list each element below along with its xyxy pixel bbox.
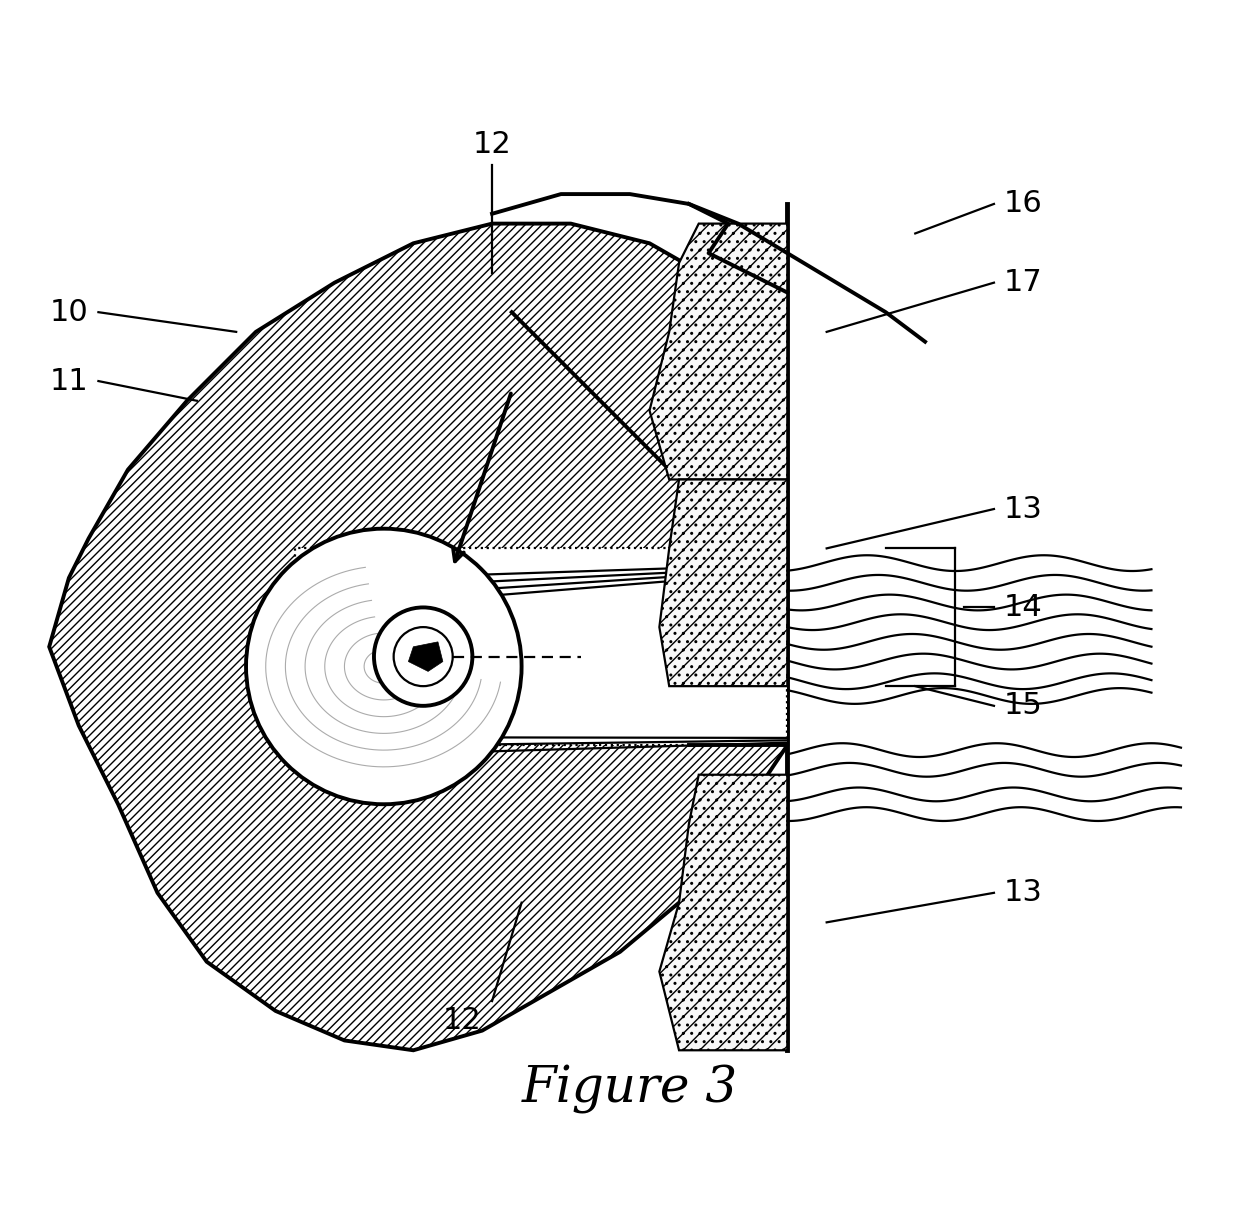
Polygon shape xyxy=(50,224,787,1051)
Text: 12: 12 xyxy=(472,130,511,159)
Polygon shape xyxy=(660,480,787,686)
Polygon shape xyxy=(650,224,787,480)
Circle shape xyxy=(374,607,472,706)
Text: 13: 13 xyxy=(1004,494,1043,523)
Text: 15: 15 xyxy=(1004,692,1043,721)
Polygon shape xyxy=(408,642,443,671)
Text: Figure 3: Figure 3 xyxy=(522,1065,738,1115)
Text: 17: 17 xyxy=(1004,269,1043,298)
Text: 16: 16 xyxy=(1004,189,1043,218)
Text: 13: 13 xyxy=(1004,878,1043,907)
Circle shape xyxy=(393,627,453,686)
Circle shape xyxy=(246,529,522,804)
Text: 11: 11 xyxy=(50,366,88,395)
Text: 10: 10 xyxy=(50,298,88,327)
Text: 14: 14 xyxy=(1004,593,1043,622)
Polygon shape xyxy=(295,548,787,745)
Text: 12: 12 xyxy=(443,1006,482,1035)
Polygon shape xyxy=(660,775,787,1051)
